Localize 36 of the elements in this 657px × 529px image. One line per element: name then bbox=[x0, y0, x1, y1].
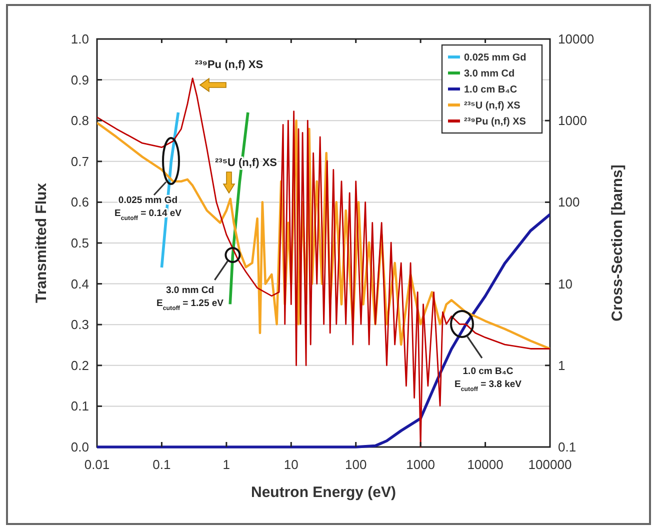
y2-tick-label: 0.2 bbox=[70, 358, 89, 373]
y-tick-label: 1000 bbox=[558, 113, 587, 128]
y-tick-label: 1 bbox=[558, 358, 566, 373]
y-tick-label: 10000 bbox=[558, 32, 594, 46]
legend-label: 1.0 cm B₄C bbox=[464, 84, 518, 96]
x-tick-label: 1000 bbox=[406, 457, 436, 472]
y-tick-label: 10 bbox=[558, 276, 572, 292]
x-tick-label: 10 bbox=[284, 457, 298, 472]
legend-label: ²³⁵U (n,f) XS bbox=[464, 100, 521, 112]
x-tick-label: 0.01 bbox=[84, 457, 110, 472]
x-tick-label: 0.1 bbox=[152, 457, 171, 472]
annotation: 3.0 mm Cd E$_{cutoff}$ = 1.25 eV bbox=[156, 285, 224, 312]
y2-tick-label: 0.8 bbox=[70, 113, 89, 128]
y2-tick-label: 0.4 bbox=[70, 276, 89, 292]
y2-tick-label: 0.1 bbox=[70, 398, 89, 414]
annotation: 1.0 cm B₄C E$_{cutoff}$ = 3.8 keV bbox=[454, 366, 522, 392]
x-axis-title: Neutron Energy (eV) bbox=[250, 484, 396, 501]
y-axis-title: Cross-Section [barns] bbox=[609, 164, 626, 322]
annotation: ²³⁹Pu (n,f) XS bbox=[194, 59, 264, 71]
y2-tick-label: 0.5 bbox=[70, 236, 89, 250]
y2-tick-label: 0.0 bbox=[70, 440, 89, 454]
legend-label: ²³⁹Pu (n,f) XS bbox=[464, 116, 526, 128]
y2-tick-label: 1.0 bbox=[70, 32, 89, 46]
y2-tick-label: 0.7 bbox=[70, 154, 89, 169]
legend-label: 3.0 mm Cd bbox=[464, 68, 515, 80]
x-tick-label: 10000 bbox=[467, 457, 504, 472]
y2-tick-label: 0.9 bbox=[70, 72, 89, 88]
x-tick-label: 100000 bbox=[528, 457, 572, 472]
x-tick-label: 100 bbox=[345, 457, 367, 472]
y2-axis-title: Transmitted Flux bbox=[33, 182, 50, 304]
y2-tick-label: 0.6 bbox=[70, 194, 89, 210]
y-tick-label: 100 bbox=[558, 194, 580, 210]
x-tick-label: 1 bbox=[222, 457, 230, 472]
legend-label: 0.025 mm Gd bbox=[464, 52, 526, 64]
y-tick-label: 0.1 bbox=[558, 440, 576, 454]
y2-tick-label: 0.3 bbox=[70, 317, 89, 332]
